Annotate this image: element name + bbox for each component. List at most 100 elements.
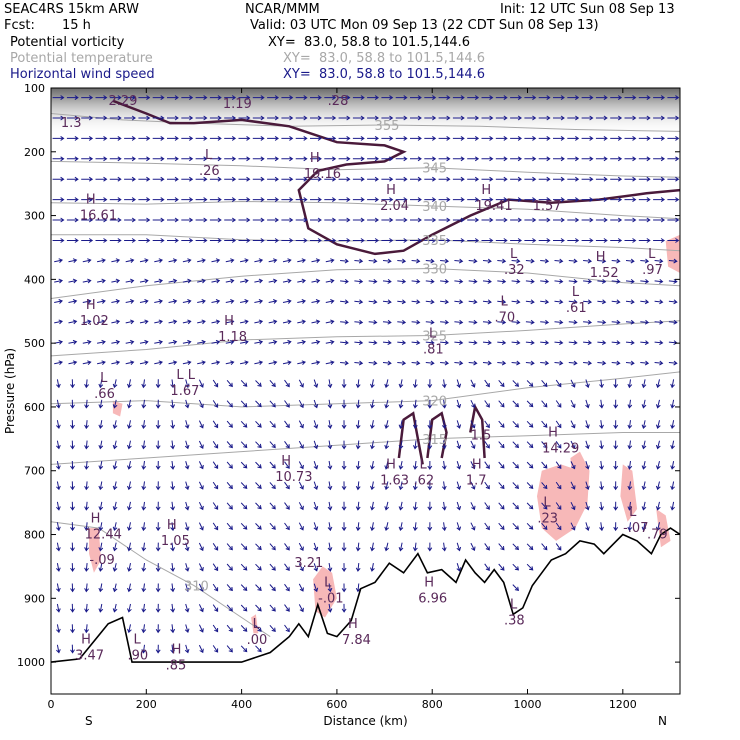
wind-arrow bbox=[668, 360, 678, 366]
wind-arrow bbox=[638, 156, 651, 162]
wind-arrow bbox=[240, 522, 248, 530]
wind-arrow bbox=[567, 95, 580, 101]
wind-arrow bbox=[155, 379, 161, 389]
hl-mark: L bbox=[429, 327, 437, 342]
wind-arrow bbox=[138, 238, 151, 243]
wind-arrow bbox=[82, 339, 92, 345]
wind-arrow bbox=[124, 217, 137, 223]
hl-value: 1.57 bbox=[533, 199, 562, 214]
wind-arrow bbox=[583, 258, 592, 264]
positive-region bbox=[313, 566, 337, 618]
wind-arrow bbox=[269, 502, 276, 510]
wind-arrow bbox=[484, 522, 490, 531]
wind-arrow bbox=[440, 299, 449, 305]
wind-arrow bbox=[655, 481, 661, 491]
hl-value: 16.61 bbox=[80, 209, 117, 224]
wind-arrow bbox=[295, 156, 308, 162]
wind-arrow bbox=[327, 501, 333, 511]
wind-arrow bbox=[524, 115, 537, 121]
wind-arrow bbox=[298, 542, 304, 551]
wind-arrow bbox=[484, 543, 490, 551]
wind-arrow bbox=[138, 156, 151, 162]
wind-arrow bbox=[454, 360, 464, 366]
wind-arrow bbox=[269, 441, 276, 449]
wind-arrow bbox=[441, 379, 447, 389]
wind-arrow bbox=[154, 278, 163, 284]
wind-arrow bbox=[438, 135, 451, 141]
wind-arrow bbox=[512, 441, 520, 449]
wind-arrow bbox=[425, 340, 435, 346]
wind-arrow bbox=[611, 360, 621, 366]
wind-arrow bbox=[355, 379, 361, 389]
hl-value: 1.19 bbox=[223, 97, 252, 112]
wind-arrow bbox=[610, 197, 623, 203]
wind-arrow bbox=[139, 339, 149, 345]
wind-arrow bbox=[553, 95, 565, 101]
wind-arrow bbox=[54, 258, 63, 263]
wind-arrow bbox=[138, 176, 151, 182]
wind-arrow bbox=[585, 440, 590, 450]
hl-value: .38 bbox=[504, 614, 525, 629]
wind-arrow bbox=[238, 238, 251, 243]
wind-arrow bbox=[284, 563, 290, 572]
hl-value: -.07 bbox=[623, 521, 648, 536]
wind-arrow bbox=[281, 95, 294, 101]
wind-arrow bbox=[438, 217, 451, 223]
wind-arrow bbox=[484, 461, 490, 470]
wind-arrow bbox=[224, 238, 237, 243]
wind-arrow bbox=[112, 440, 118, 450]
wind-arrow bbox=[181, 176, 194, 182]
wind-arrow bbox=[555, 441, 562, 449]
wind-arrow bbox=[238, 115, 251, 121]
wind-arrow bbox=[197, 339, 206, 345]
wind-arrow bbox=[125, 258, 135, 263]
wind-arrow bbox=[68, 278, 78, 284]
wind-arrow bbox=[240, 563, 248, 571]
wind-arrow bbox=[367, 95, 380, 101]
wind-arrow bbox=[441, 542, 447, 552]
wind-arrow bbox=[212, 502, 219, 510]
wind-arrow bbox=[481, 238, 494, 243]
wind-arrow bbox=[585, 481, 590, 491]
y-tick-label: 400 bbox=[24, 273, 45, 286]
wind-arrow bbox=[224, 156, 237, 162]
wind-arrow bbox=[139, 258, 149, 263]
wind-arrow bbox=[597, 279, 607, 284]
wind-arrow bbox=[84, 460, 89, 470]
wind-arrow bbox=[224, 176, 237, 182]
wind-arrow bbox=[95, 115, 108, 121]
wind-arrow bbox=[138, 115, 151, 121]
wind-arrow bbox=[338, 176, 351, 182]
wind-arrow bbox=[427, 501, 433, 511]
wind-arrow bbox=[654, 299, 664, 305]
wind-arrow bbox=[412, 460, 418, 470]
wind-arrow bbox=[284, 461, 290, 469]
wind-arrow bbox=[595, 135, 608, 141]
wind-arrow bbox=[324, 95, 337, 101]
wind-arrow bbox=[412, 379, 418, 389]
wind-arrow bbox=[352, 115, 365, 121]
wind-arrow bbox=[341, 460, 347, 470]
wind-arrow bbox=[125, 299, 135, 304]
wind-arrow bbox=[225, 339, 235, 345]
wind-arrow bbox=[226, 604, 233, 612]
wind-arrow bbox=[526, 420, 534, 428]
wind-arrow bbox=[655, 420, 661, 429]
wind-arrow bbox=[441, 481, 447, 491]
wind-arrow bbox=[613, 522, 619, 532]
wind-arrow bbox=[367, 217, 380, 223]
wind-arrow bbox=[209, 115, 222, 121]
wind-arrow bbox=[327, 379, 333, 389]
wind-arrow bbox=[111, 360, 121, 366]
wind-arrow bbox=[226, 441, 233, 449]
wind-arrow bbox=[524, 238, 537, 243]
wind-arrow bbox=[284, 624, 290, 633]
wind-arrow bbox=[212, 563, 219, 572]
wind-arrow bbox=[382, 340, 392, 346]
wind-arrow bbox=[311, 319, 321, 325]
wind-arrow bbox=[141, 460, 147, 470]
wind-arrow bbox=[570, 522, 576, 531]
plot-area: 355 345 340 335 330 325 320 315 310 2.29 1.19 .28 1.… bbox=[51, 88, 680, 673]
wind-arrow bbox=[654, 258, 664, 264]
